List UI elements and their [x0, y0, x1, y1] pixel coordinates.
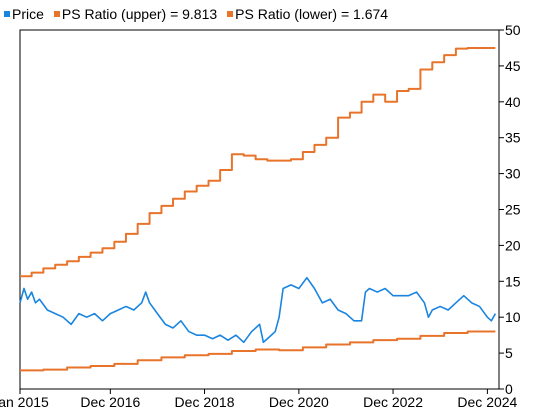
series-line-ps-ratio-upper [20, 46, 496, 278]
y-tick-label: 40 [505, 94, 521, 110]
legend-label-price: Price [12, 6, 44, 22]
y-tick-label: 0 [505, 381, 513, 397]
legend-label-ps-lower: PS Ratio (lower) = 1.674 [235, 6, 389, 22]
x-tick-label: Dec 2020 [269, 394, 329, 410]
x-tick-label: Dec 2016 [80, 394, 140, 410]
series-line-ps-ratio-lower [20, 330, 496, 372]
legend-item-ps-lower: PS Ratio (lower) = 1.674 [227, 6, 388, 22]
y-tick-label: 30 [505, 166, 521, 182]
legend-label-ps-upper: PS Ratio (upper) = 9.813 [61, 6, 218, 22]
y-tick-label: 50 [505, 22, 521, 38]
y-tick-label: 25 [505, 202, 521, 218]
legend-item-ps-upper: PS Ratio (upper) = 9.813 [53, 6, 218, 22]
y-tick-label: 45 [505, 58, 521, 74]
y-tick-label: 20 [505, 237, 521, 253]
x-tick-label: Jan 2015 [0, 394, 49, 410]
y-tick-label: 10 [505, 309, 521, 325]
legend-swatch-ps-lower [227, 11, 234, 17]
y-tick-label: 35 [505, 130, 521, 146]
x-tick-label: Dec 2022 [363, 394, 423, 410]
y-tick-label: 5 [505, 345, 513, 361]
legend-swatch-price [4, 11, 10, 17]
legend: Price PS Ratio (upper) = 9.813 PS Ratio … [4, 6, 388, 22]
legend-item-price: Price [4, 6, 44, 22]
y-tick-label: 15 [505, 273, 521, 289]
x-tick-label: Dec 2024 [457, 394, 517, 410]
series-line-price [19, 276, 497, 344]
legend-swatch-ps-upper [53, 11, 60, 17]
x-tick-label: Dec 2018 [175, 394, 235, 410]
